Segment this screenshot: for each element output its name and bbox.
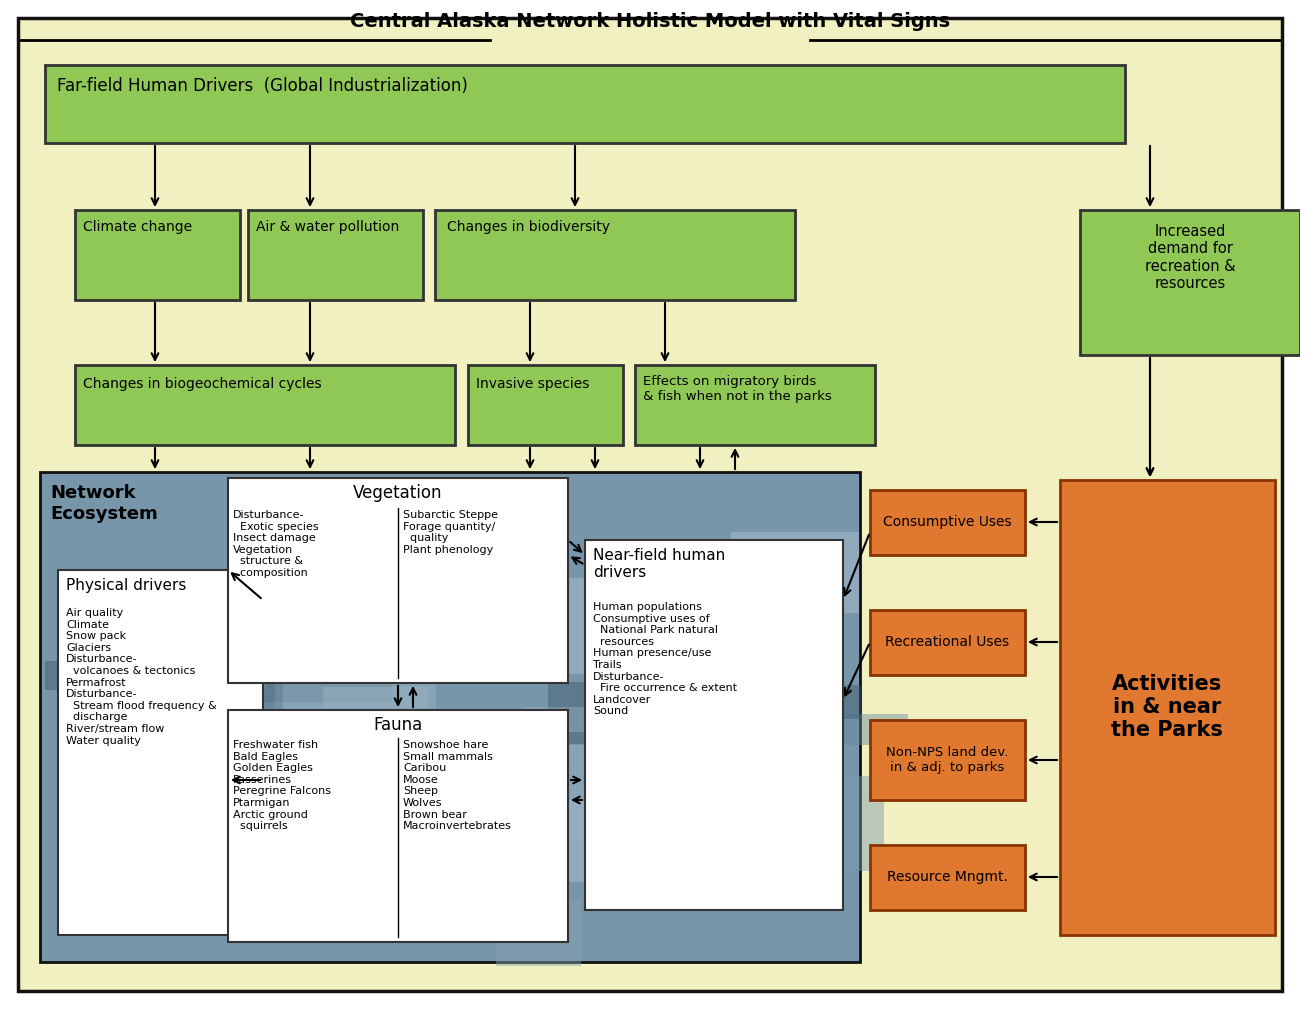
Bar [166,659,283,742]
Bar [46,661,165,691]
Text: Vegetation: Vegetation [354,484,443,502]
Bar [634,365,875,445]
Text: Fauna: Fauna [373,716,422,734]
Bar [227,478,568,683]
Bar [495,800,670,882]
Text: Increased
demand for
recreation &
resources: Increased demand for recreation & resour… [1145,224,1235,291]
Bar [227,710,568,942]
Bar [870,845,1024,910]
Bar [385,631,533,683]
Text: Consumptive Uses: Consumptive Uses [883,515,1011,529]
Bar [248,210,422,300]
Text: Habitat
Change: Habitat Change [390,782,519,844]
Bar [92,633,265,690]
Text: Effects on migratory birds
& fish when not in the parks: Effects on migratory birds & fish when n… [644,375,832,403]
Text: Activities
in & near
the Parks: Activities in & near the Parks [1112,673,1223,740]
Bar [389,796,500,889]
Text: Air quality
Climate
Snow pack
Glaciers
Disturbance-
  volcanoes & tectonics
Perm: Air quality Climate Snow pack Glaciers D… [66,608,217,745]
Bar [714,775,884,871]
Bar [322,686,428,774]
Text: Recreational Uses: Recreational Uses [885,635,1009,649]
Bar [523,708,634,732]
Bar [75,210,240,300]
Bar [1060,480,1275,935]
Bar [58,570,263,935]
Text: Snowshoe hare
Small mammals
Caribou
Moose
Sheep
Wolves
Brown bear
Macroinvertebr: Snowshoe hare Small mammals Caribou Moos… [403,740,512,831]
Text: Changes in biogeochemical cycles: Changes in biogeochemical cycles [83,377,321,391]
Text: Physical drivers: Physical drivers [66,578,186,593]
Bar [40,472,861,962]
Text: Invasive species: Invasive species [476,377,589,391]
Bar [138,575,286,611]
Text: Human populations
Consumptive uses of
  National Park natural
  resources
Human : Human populations Consumptive uses of Na… [593,602,737,717]
Bar [274,680,436,742]
Bar [1080,210,1300,355]
Bar [451,745,625,841]
Text: Near-field human
drivers: Near-field human drivers [593,548,725,580]
Bar [585,540,842,910]
Bar [784,715,909,745]
Bar [75,365,455,445]
Bar [468,365,623,445]
Bar [329,501,422,594]
Bar [497,900,581,966]
Bar [870,490,1024,555]
Bar [98,823,213,902]
Bar [646,795,718,869]
Text: Subarctic Steppe
Forage quantity/
  quality
Plant phenology: Subarctic Steppe Forage quantity/ qualit… [403,510,498,555]
Bar [490,578,685,673]
Bar [870,720,1024,800]
Text: Non-NPS land dev.
in & adj. to parks: Non-NPS land dev. in & adj. to parks [885,746,1009,774]
Text: Central Alaska Network Holistic Model with Vital Signs: Central Alaska Network Holistic Model wi… [350,12,950,31]
Bar [72,866,162,927]
Bar [766,779,824,827]
Text: Freshwater fish
Bald Eagles
Golden Eagles
Passerines
Peregrine Falcons
Ptarmigan: Freshwater fish Bald Eagles Golden Eagle… [233,740,332,831]
Text: Network
Ecosystem: Network Ecosystem [49,484,157,523]
Bar [731,532,859,614]
Text: Disturbance-
  Exotic species
Insect damage
Vegetation
  structure &
  compositi: Disturbance- Exotic species Insect damag… [233,510,318,578]
Bar [549,682,629,744]
Bar [685,684,861,720]
Bar [111,792,239,868]
Bar [203,675,391,703]
Bar [244,697,396,783]
Bar [645,707,764,791]
Bar [46,65,1124,143]
Text: Changes in biodiversity: Changes in biodiversity [447,220,610,234]
Text: Resource Mngmt.: Resource Mngmt. [887,870,1008,884]
Text: Climate change: Climate change [83,220,192,234]
Bar [436,210,796,300]
Bar [870,610,1024,675]
Text: Far-field Human Drivers  (Global Industrialization): Far-field Human Drivers (Global Industri… [57,77,468,95]
Text: Air & water pollution: Air & water pollution [256,220,399,234]
Bar [624,614,760,659]
Bar [177,806,290,862]
Bar [144,627,243,674]
